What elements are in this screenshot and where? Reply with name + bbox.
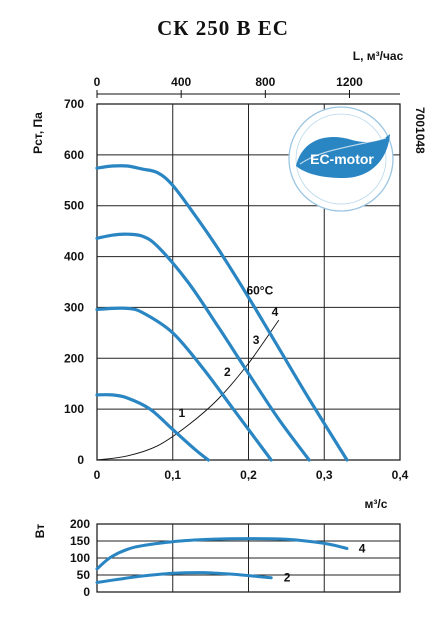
power-y-tick-label: 150 bbox=[70, 534, 90, 548]
x-tick-label: 0,1 bbox=[164, 468, 181, 482]
y-tick-label: 300 bbox=[64, 300, 84, 314]
y-tick-label: 700 bbox=[64, 97, 84, 111]
curve-label: 2 bbox=[224, 365, 231, 379]
top-axis-label: L, м³/час bbox=[353, 49, 404, 63]
chart-title: СК 250 В ЕС bbox=[157, 16, 289, 40]
main-lines: 1 2 34 60°С bbox=[95, 164, 349, 462]
power-curve-label: 4 bbox=[359, 541, 366, 555]
power-y-axis-label: Вт bbox=[33, 524, 47, 539]
power-y-tick-label: 50 bbox=[77, 568, 91, 582]
ec-motor-badge: EC-motor bbox=[288, 106, 394, 212]
fan-curve-2 bbox=[95, 306, 273, 462]
x-axis-label: м³/с bbox=[365, 497, 388, 511]
curve-label: 3 bbox=[253, 333, 260, 347]
leaf-icon bbox=[296, 134, 390, 178]
top-axis-tick-label: 1200 bbox=[336, 75, 363, 89]
badge-text: EC-motor bbox=[310, 151, 374, 167]
main-ticks: 0 0,1 0,2 0,3 0,4 0 100 200 300 400 500 600 700 0 400 8… bbox=[64, 75, 409, 482]
main-grid bbox=[96, 90, 401, 461]
fan-curve-1 bbox=[95, 393, 210, 462]
power-y-tick-label: 200 bbox=[70, 517, 90, 531]
power-curve-2 bbox=[95, 571, 273, 584]
y-tick-label: 400 bbox=[64, 250, 84, 264]
power-y-tick-label: 100 bbox=[70, 551, 90, 565]
y-tick-label: 500 bbox=[64, 199, 84, 213]
top-axis-tick-label: 400 bbox=[171, 75, 191, 89]
y-tick-label: 600 bbox=[64, 148, 84, 162]
x-tick-label: 0 bbox=[94, 468, 101, 482]
side-code: 7001048 bbox=[413, 107, 427, 154]
power-ticks: 0 50 100 150 200 bbox=[70, 517, 90, 599]
fan-curve-3 bbox=[95, 232, 311, 462]
x-tick-label: 0,3 bbox=[316, 468, 333, 482]
system-curve-60c bbox=[96, 319, 280, 461]
power-y-tick-label: 0 bbox=[83, 585, 90, 599]
y-tick-label: 0 bbox=[77, 453, 84, 467]
curve-label: 4 bbox=[272, 305, 279, 319]
x-tick-label: 0,2 bbox=[240, 468, 257, 482]
top-axis-tick-label: 0 bbox=[94, 75, 101, 89]
curve-label: 60°С bbox=[246, 284, 273, 298]
y-tick-label: 200 bbox=[64, 351, 84, 365]
top-axis-tick-label: 800 bbox=[255, 75, 275, 89]
power-lines: 42 bbox=[95, 537, 366, 585]
y-axis-label: Рст, Па bbox=[31, 112, 45, 154]
curve-label: 1 bbox=[178, 406, 185, 420]
power-grid bbox=[96, 523, 401, 593]
power-curve-label: 2 bbox=[284, 571, 291, 585]
power-curve-4 bbox=[95, 537, 349, 571]
y-tick-label: 100 bbox=[64, 402, 84, 416]
x-tick-label: 0,4 bbox=[392, 468, 409, 482]
fan-curve-4 bbox=[95, 164, 349, 462]
